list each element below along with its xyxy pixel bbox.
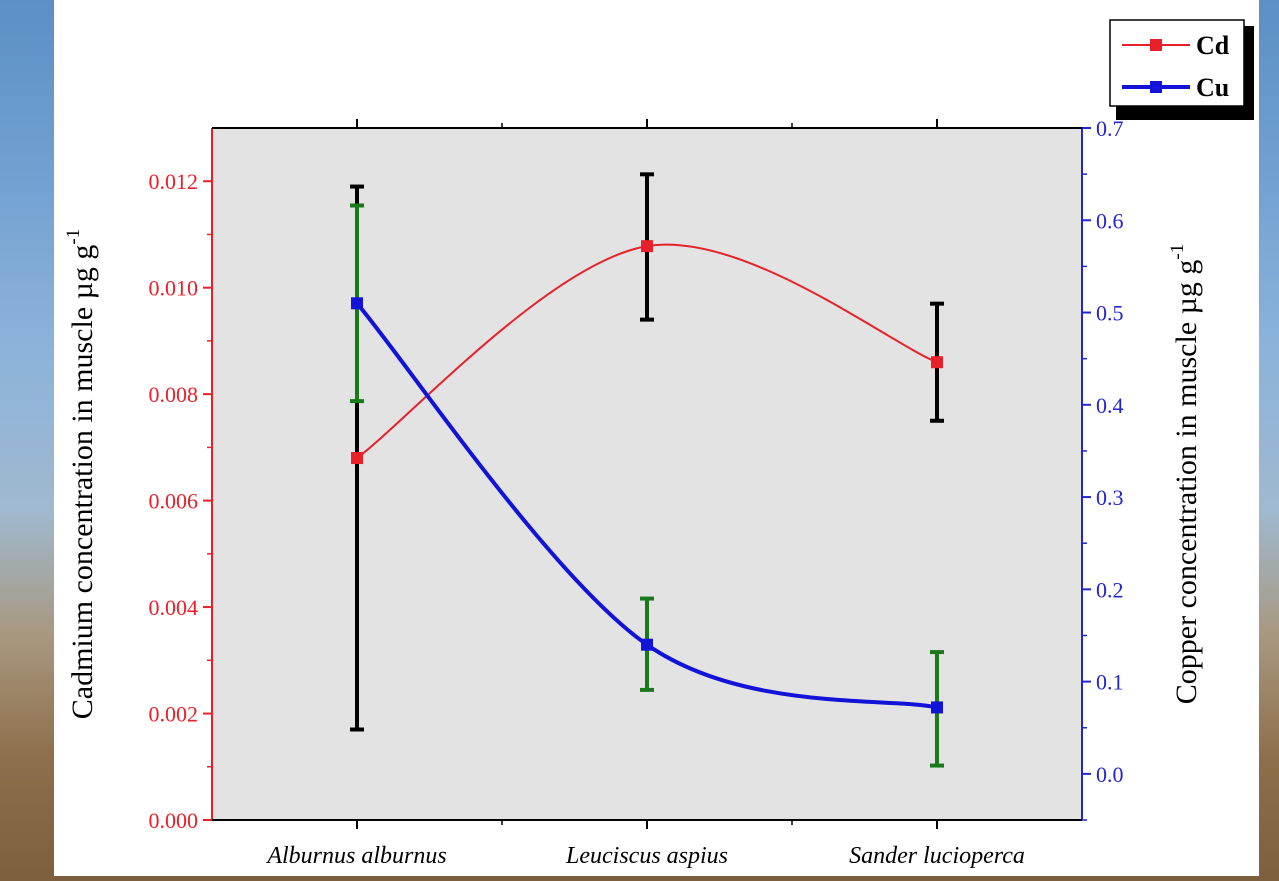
y-tick-label: 0.010 bbox=[149, 276, 199, 301]
legend: Cd Cu bbox=[1109, 19, 1254, 120]
y2-tick-label: 0.1 bbox=[1096, 670, 1124, 695]
y-axis-label: Cadmium concentration in muscle µg g-1 bbox=[63, 229, 99, 720]
x-tick-label: Alburnus alburnus bbox=[265, 843, 446, 869]
dual-axis-line-chart: 0.000 0.002 0.004 0.006 0.008 0.010 0.012 0.0 0.… bbox=[63, 19, 1254, 869]
y2-tick-label: 0.4 bbox=[1096, 393, 1124, 418]
y-axis-label-superscript: -1 bbox=[63, 229, 84, 245]
x-tick-label: Sander lucioperca bbox=[849, 843, 1025, 869]
y-tick-label: 0.004 bbox=[149, 595, 199, 620]
y-tick-label: 0.000 bbox=[149, 808, 199, 833]
chart-panel: 0.000 0.002 0.004 0.006 0.008 0.010 0.012 0.0 0.… bbox=[54, 0, 1259, 876]
y2-tick-label: 0.3 bbox=[1096, 485, 1124, 510]
y-tick-label: 0.002 bbox=[149, 702, 199, 727]
y2-tick-label: 0.5 bbox=[1096, 301, 1124, 326]
y-tick-label: 0.006 bbox=[149, 489, 199, 514]
legend-box bbox=[1109, 19, 1245, 107]
series-line-cu bbox=[355, 302, 938, 710]
y2-axis-label-superscript: -1 bbox=[1167, 244, 1188, 260]
x-tick-label: Leuciscus aspius bbox=[565, 843, 728, 869]
y2-tick-label: 0.0 bbox=[1096, 762, 1124, 787]
data-point-cd bbox=[351, 452, 363, 465]
legend-cu-label: Cu bbox=[1196, 73, 1229, 102]
legend-cd-label: Cd bbox=[1196, 31, 1230, 60]
data-point-cu bbox=[931, 701, 943, 714]
y2-axis-label: Copper concentration in muscle µg g-1 bbox=[1167, 244, 1203, 705]
y2-tick-label: 0.6 bbox=[1096, 208, 1124, 233]
data-point-cu bbox=[641, 638, 653, 651]
y2-tick-label: 0.7 bbox=[1096, 116, 1124, 141]
data-point-cd bbox=[931, 356, 943, 369]
data-point-cd bbox=[641, 240, 653, 253]
data-point-cu bbox=[351, 297, 363, 310]
y-tick-label: 0.012 bbox=[149, 169, 199, 194]
y-tick-label: 0.008 bbox=[149, 382, 199, 407]
y2-axis-label-text: Copper concentration in muscle µg g bbox=[1170, 260, 1203, 705]
y-axis-label-text: Cadmium concentration in muscle µg g bbox=[66, 245, 99, 720]
legend-cd-marker bbox=[1150, 39, 1162, 51]
y2-tick-label: 0.2 bbox=[1096, 577, 1124, 602]
legend-cu-marker bbox=[1150, 81, 1162, 93]
